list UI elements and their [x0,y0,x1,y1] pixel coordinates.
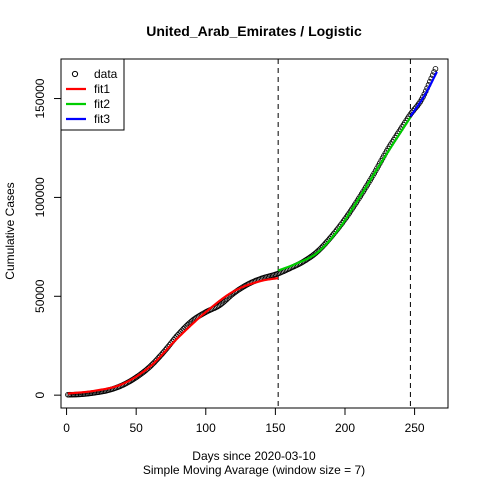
y-axis-label: Cumulative Cases [3,182,17,279]
x-tick-label: 0 [63,421,70,435]
x-tick-label: 250 [405,421,425,435]
series-line-fit1 [67,277,279,395]
x-tick-label: 100 [196,421,216,435]
x-tick-label: 150 [265,421,285,435]
legend-label-fit1: fit1 [94,82,110,96]
fit-lines [67,71,438,395]
data-point [155,355,162,361]
data-point [432,66,439,72]
x-axis: 0 50 100 150 200 250 [63,408,425,435]
data-point [152,358,159,364]
data-point [150,360,156,367]
chart-title: United_Arab_Emirates / Logistic [146,23,362,39]
data-point [151,359,158,366]
y-tick-label: 50000 [33,279,47,313]
y-tick-label: 100000 [33,177,47,217]
y-axis: 0 50000 100000 150000 [33,78,61,398]
x-tick-label: 50 [129,421,143,435]
data-point [215,303,222,309]
y-tick-label: 150000 [33,78,47,118]
x-axis-label: Days since 2020-03-10 [192,449,316,463]
y-tick-label: 0 [33,391,47,398]
x-tick-label: 200 [335,421,355,435]
legend-label-fit3: fit3 [94,112,110,126]
series-line-fit2 [277,116,412,272]
legend-label-fit2: fit2 [94,97,110,111]
chart-subtitle: Simple Moving Avarage (window size = 7) [143,463,365,477]
legend-symbol-data [71,70,79,78]
data-point [154,356,160,363]
data-point [157,353,163,360]
data-point [148,362,155,368]
legend-label-data: data [94,67,118,81]
series-line-fit3 [409,71,438,117]
plot-frame [60,58,449,409]
